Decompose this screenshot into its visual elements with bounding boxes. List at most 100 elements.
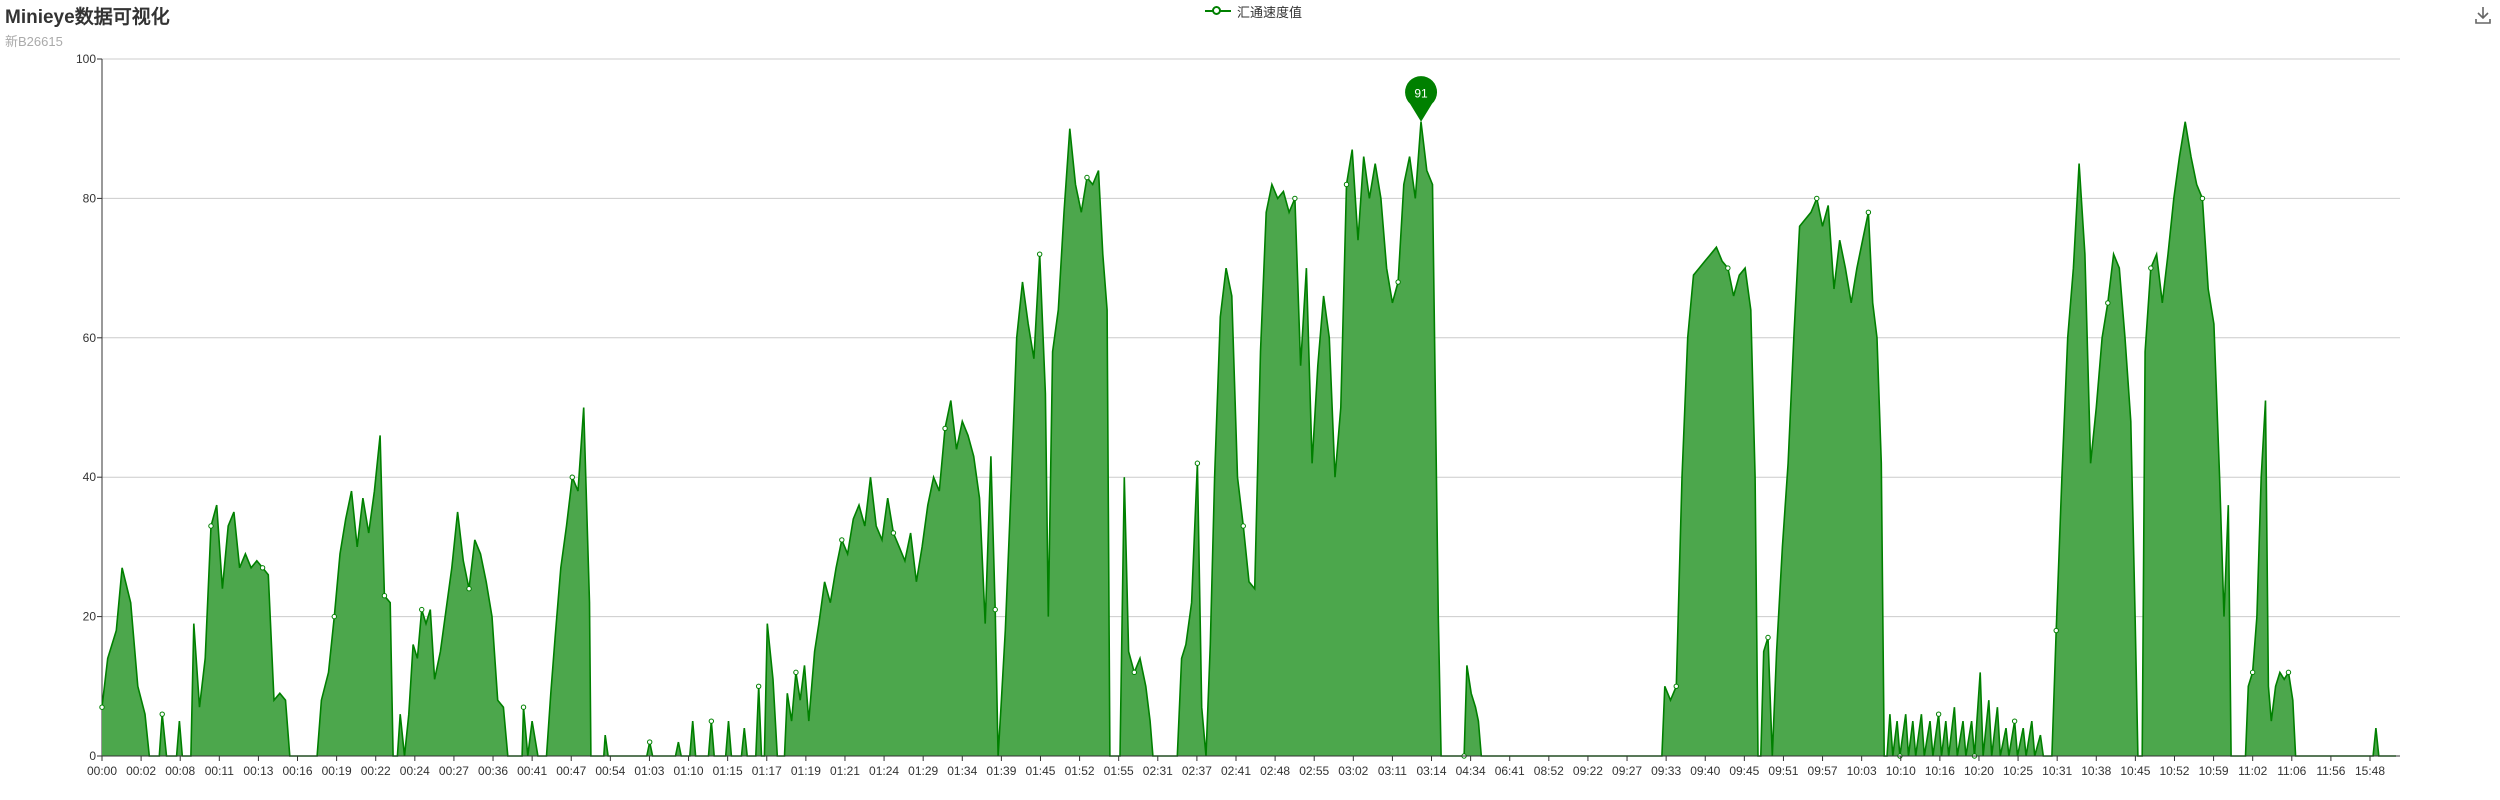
legend-label: 汇通速度值: [1237, 4, 1303, 20]
data-point[interactable]: [708, 718, 715, 724]
data-point[interactable]: [1765, 634, 1771, 641]
data-point[interactable]: [1814, 195, 1820, 202]
x-tick-label: 09:51: [1768, 764, 1798, 778]
x-tick-label: 10:16: [1925, 764, 1955, 778]
data-point[interactable]: [890, 530, 897, 536]
chart-title: Minieye数据可视化: [5, 7, 170, 28]
data-point[interactable]: [839, 537, 845, 543]
data-point[interactable]: [419, 606, 425, 613]
x-tick-label: 00:24: [400, 764, 430, 778]
y-tick-label: 100: [76, 52, 96, 66]
x-tick-label: 01:55: [1104, 764, 1134, 778]
x-tick-label: 03:11: [1378, 764, 1407, 778]
x-tick-label: 03:14: [1417, 764, 1447, 778]
x-tick-label: 01:15: [713, 764, 743, 778]
markpoint-label: 91: [1414, 87, 1428, 101]
data-point[interactable]: [331, 613, 337, 620]
x-tick-label: 10:03: [1847, 764, 1877, 778]
data-point[interactable]: [1673, 683, 1679, 689]
x-tick-label: 01:52: [1065, 764, 1095, 778]
data-point[interactable]: [208, 523, 214, 529]
data-point[interactable]: [466, 586, 472, 592]
data-point[interactable]: [520, 704, 527, 710]
data-point[interactable]: [2105, 300, 2111, 306]
data-point[interactable]: [1194, 460, 1201, 466]
x-tick-label: 01:45: [1025, 764, 1055, 778]
x-tick-label: 03:02: [1338, 764, 1368, 778]
x-tick-label: 01:17: [752, 764, 782, 778]
x-tick-label: 00:19: [322, 764, 352, 778]
data-point[interactable]: [2011, 718, 2018, 724]
x-tick-label: 01:21: [830, 764, 860, 778]
x-tick-label: 00:02: [126, 764, 156, 778]
data-point[interactable]: [159, 711, 165, 717]
data-point[interactable]: [1131, 669, 1138, 676]
x-tick-label: 15:48: [2355, 764, 2385, 778]
x-tick-label: 01:29: [908, 764, 938, 778]
data-point[interactable]: [569, 474, 575, 480]
data-point[interactable]: [2249, 669, 2256, 676]
x-axis: 00:00 00:02 00:08 00:11 00:13 00:16 00:19 00:22…: [87, 755, 2400, 778]
legend-item[interactable]: 汇通速度值: [1205, 0, 1302, 22]
x-tick-label: 01:39: [986, 764, 1016, 778]
y-axis: 0 20 40 60 80 100: [76, 52, 103, 763]
x-tick-label: 09:22: [1573, 764, 1603, 778]
x-tick-label: 00:16: [283, 764, 313, 778]
data-point[interactable]: [1343, 181, 1350, 188]
series-line[interactable]: [101, 121, 2396, 757]
y-tick-label: 80: [83, 191, 97, 205]
data-point[interactable]: [1395, 279, 1401, 285]
x-tick-label: 02:31: [1143, 764, 1173, 778]
data-point[interactable]: [2148, 265, 2154, 271]
x-tick-label: 10:38: [2081, 764, 2111, 778]
x-tick-label: 10:45: [2120, 764, 2150, 778]
data-point[interactable]: [381, 592, 388, 599]
data-point[interactable]: [1292, 195, 1298, 202]
data-point[interactable]: [1084, 174, 1090, 181]
x-tick-label: 00:00: [87, 764, 117, 778]
x-tick-label: 00:13: [243, 764, 273, 778]
x-tick-label: 00:54: [595, 764, 625, 778]
x-tick-label: 00:08: [165, 764, 195, 778]
data-point[interactable]: [99, 704, 105, 710]
max-markpoint[interactable]: 91: [1405, 76, 1438, 122]
x-tick-label: 11:56: [2316, 764, 2345, 778]
data-point[interactable]: [992, 606, 998, 613]
x-tick-label: 10:52: [2159, 764, 2189, 778]
x-tick-label: 00:27: [439, 764, 469, 778]
x-tick-label: 11:06: [2277, 764, 2306, 778]
x-tick-label: 10:10: [1886, 764, 1916, 778]
data-point[interactable]: [1240, 523, 1246, 529]
data-point[interactable]: [942, 425, 948, 432]
data-point[interactable]: [1865, 209, 1872, 216]
data-point[interactable]: [755, 683, 762, 689]
x-tick-label: 09:40: [1690, 764, 1720, 778]
y-tick-label: 60: [83, 331, 97, 345]
data-point[interactable]: [646, 739, 653, 745]
y-tick-label: 20: [83, 610, 97, 624]
pin-icon: [1405, 76, 1438, 122]
x-tick-label: 11:02: [2238, 764, 2267, 778]
x-tick-label: 01:19: [791, 764, 821, 778]
x-tick-label: 09:57: [1808, 764, 1838, 778]
data-point[interactable]: [259, 565, 266, 571]
series-area-fill: [102, 121, 2396, 756]
x-tick-label: 10:31: [2042, 764, 2072, 778]
x-tick-label: 01:03: [634, 764, 664, 778]
x-tick-label: 10:59: [2199, 764, 2229, 778]
x-tick-label: 00:11: [205, 764, 234, 778]
data-point[interactable]: [2285, 669, 2292, 676]
x-tick-label: 02:55: [1299, 764, 1329, 778]
x-tick-label: 00:36: [478, 764, 508, 778]
data-point[interactable]: [1036, 251, 1043, 257]
data-point[interactable]: [2199, 195, 2206, 202]
x-tick-label: 04:34: [1456, 764, 1486, 778]
data-point[interactable]: [793, 669, 799, 676]
x-tick-label: 00:41: [517, 764, 547, 778]
data-point[interactable]: [1725, 265, 1731, 271]
data-point[interactable]: [2053, 627, 2059, 634]
data-point[interactable]: [1935, 711, 1942, 717]
download-icon[interactable]: [2472, 4, 2494, 26]
y-tick-label: 40: [83, 470, 97, 484]
